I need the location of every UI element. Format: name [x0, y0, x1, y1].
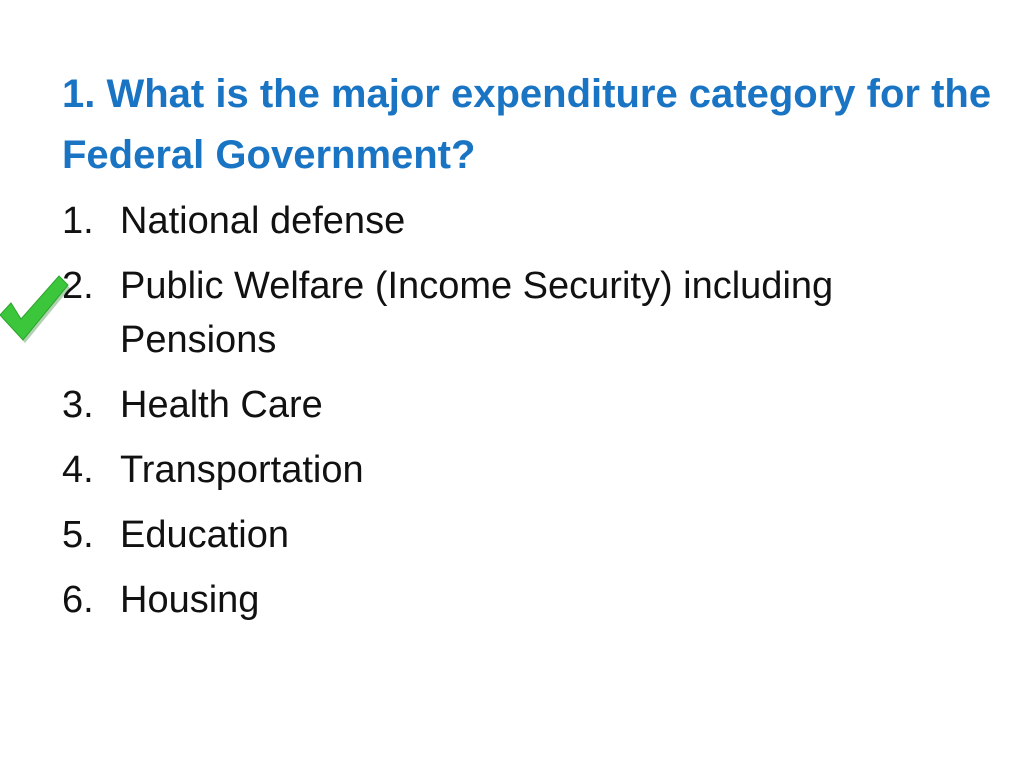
option-text: Education: [120, 514, 290, 556]
answer-option-6: 6. Housing: [62, 573, 962, 627]
option-text: Transportation: [120, 449, 364, 491]
option-number: 1.: [62, 200, 94, 242]
option-number: 2.: [62, 265, 94, 307]
option-number: 5.: [62, 514, 94, 556]
answer-option-2: 2. Public Welfare (Income Security) incl…: [62, 259, 962, 367]
question-title: 1. What is the major expenditure categor…: [62, 72, 992, 177]
answer-option-3: 3. Health Care: [62, 378, 962, 432]
option-text: Public Welfare (Income Security) includi…: [120, 265, 834, 361]
option-number: 3.: [62, 384, 94, 426]
answer-option-5: 5. Education: [62, 508, 962, 562]
option-number: 4.: [62, 449, 94, 491]
answer-option-4: 4. Transportation: [62, 443, 962, 497]
option-text: Health Care: [120, 384, 323, 426]
option-text: Housing: [120, 579, 260, 621]
checkmark-icon: [0, 275, 70, 343]
answer-option-1: 1. National defense: [62, 194, 962, 248]
option-text: National defense: [120, 200, 406, 242]
option-number: 6.: [62, 579, 94, 621]
answer-options-list: 1. National defense 2. Public Welfare (I…: [62, 194, 962, 638]
